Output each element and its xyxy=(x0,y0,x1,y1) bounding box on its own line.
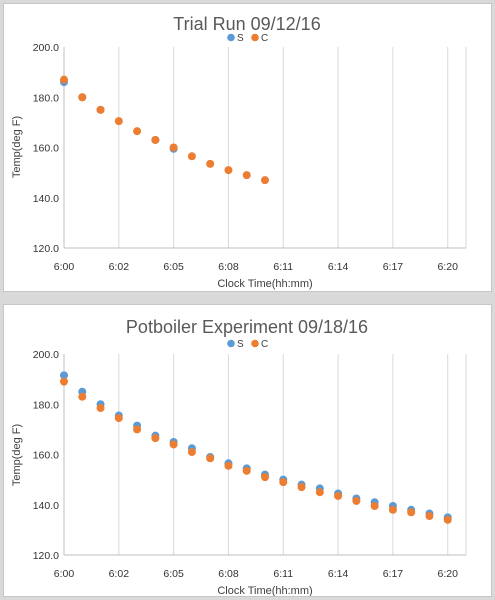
chart-1-data-point-c xyxy=(352,496,361,505)
chart-1-data-point-c xyxy=(315,488,324,497)
chart-1-x-tick-label: 6:14 xyxy=(328,568,349,580)
chart-1-data-point-c xyxy=(187,447,196,456)
chart-0-y-tick-label: 120.0 xyxy=(33,243,59,255)
chart-1-y-tick-label: 180.0 xyxy=(33,399,59,411)
chart-1-data-point-c xyxy=(242,466,251,475)
chart-1-x-tick-label: 6:05 xyxy=(163,568,184,580)
chart-panel-trial-run: Trial Run 09/12/16 S C 6:00 6:02 6:05 6:08 6:11… xyxy=(3,3,492,292)
chart-0-data-point-c xyxy=(151,135,160,144)
chart-1-data-point-c xyxy=(261,473,269,482)
chart-0-data-point-c xyxy=(242,171,251,180)
chart-1-legend-marker-s xyxy=(227,339,235,348)
chart-1-x-axis-label: Clock Time(hh:mm) xyxy=(217,585,312,596)
chart-1-data-point-c xyxy=(96,404,105,413)
chart-1-data-point-c xyxy=(407,508,416,517)
chart-1-legend-label-c: C xyxy=(261,339,268,350)
chart-1-x-tick-label: 6:20 xyxy=(438,568,459,580)
chart-0-y-tick-label: 200.0 xyxy=(33,42,59,54)
chart-0-data-point-c xyxy=(133,127,142,136)
chart-0-y-tick-label: 180.0 xyxy=(33,92,59,104)
chart-1-data-point-c xyxy=(224,461,233,470)
chart-0-x-tick-label: 6:11 xyxy=(273,261,293,273)
chart-1-title: Potboiler Experiment 09/18/16 xyxy=(126,317,368,337)
chart-1-y-tick-label: 200.0 xyxy=(33,349,59,361)
chart-0-data-point-c xyxy=(60,75,68,84)
chart-0-y-tick-label: 140.0 xyxy=(33,193,59,205)
chart-1-y-tick-label: 160.0 xyxy=(33,450,59,462)
chart-1-x-tick-label: 6:00 xyxy=(54,568,75,580)
chart-0-y-tick-label: 160.0 xyxy=(33,143,59,155)
chart-0-x-tick-label: 6:00 xyxy=(54,261,75,273)
chart-1-data-point-c xyxy=(169,440,178,449)
chart-1-legend-label-s: S xyxy=(237,339,244,350)
chart-1-y-tick-label: 140.0 xyxy=(33,500,59,512)
chart-trial-run: Trial Run 09/12/16S C 6:00 6:02 6:05 6:08 6:11… xyxy=(11,14,467,290)
chart-1-x-tick-label: 6:02 xyxy=(109,568,130,580)
chart-0-legend-label-c: C xyxy=(261,33,268,44)
chart-1-data-point-c xyxy=(370,502,379,511)
chart-1-data-point-c xyxy=(279,478,288,487)
chart-0-data-point-c xyxy=(96,105,105,114)
chart-1-data-point-c xyxy=(388,505,397,514)
chart-1-data-point-c xyxy=(297,483,306,492)
chart-0-x-tick-label: 6:17 xyxy=(383,261,404,273)
chart-0-x-tick-label: 6:20 xyxy=(438,261,459,273)
chart-0-title: Trial Run 09/12/16 xyxy=(173,14,320,34)
chart-0-y-axis-label: Temp(deg F) xyxy=(11,116,23,178)
chart-1-x-tick-label: 6:11 xyxy=(273,568,293,580)
chart-0-data-point-c xyxy=(169,143,178,152)
chart-1-x-tick-label: 6:08 xyxy=(218,568,239,580)
chart-1-data-point-c xyxy=(334,491,343,500)
chart-0-data-point-c xyxy=(261,176,269,185)
chart-0-legend-label-s: S xyxy=(237,33,244,44)
chart-0-x-axis-label: Clock Time(hh:mm) xyxy=(217,278,312,290)
chart-1-data-point-s xyxy=(60,371,68,380)
chart-0-data-point-c xyxy=(114,117,123,126)
chart-1-data-point-c xyxy=(133,425,142,434)
chart-0-data-point-c xyxy=(206,159,215,168)
chart-1-data-point-c xyxy=(151,434,160,443)
chart-0-x-tick-label: 6:14 xyxy=(328,261,349,273)
chart-0-legend-marker-c xyxy=(251,33,259,42)
chart-1-data-point-c xyxy=(78,392,87,401)
chart-1-data-point-c xyxy=(60,377,68,386)
chart-1-legend-marker-c xyxy=(251,339,259,348)
chart-0-x-tick-label: 6:05 xyxy=(163,261,184,273)
chart-1-x-tick-label: 6:17 xyxy=(383,568,404,580)
chart-0-data-point-c xyxy=(187,152,196,161)
chart-1-y-tick-label: 120.0 xyxy=(33,550,59,562)
chart-1-data-point-c xyxy=(425,512,434,521)
chart-1-y-axis-label: Temp(deg F) xyxy=(11,424,23,486)
chart-panel-potboiler: Potboiler Experiment 09/18/16 S C 6:00 6:02 6… xyxy=(3,304,492,597)
chart-1-data-point-c xyxy=(443,515,452,524)
chart-0-legend-marker-s xyxy=(227,33,235,42)
chart-potboiler: Potboiler Experiment 09/18/16 S C 6:00 6:02 6… xyxy=(11,317,467,596)
chart-0-data-point-c xyxy=(78,93,87,102)
chart-0-x-tick-label: 6:02 xyxy=(109,261,130,273)
chart-1-data-point-c xyxy=(114,414,123,423)
chart-1-data-point-c xyxy=(206,454,215,463)
chart-0-data-point-c xyxy=(224,166,233,175)
chart-0-x-tick-label: 6:08 xyxy=(218,261,239,273)
